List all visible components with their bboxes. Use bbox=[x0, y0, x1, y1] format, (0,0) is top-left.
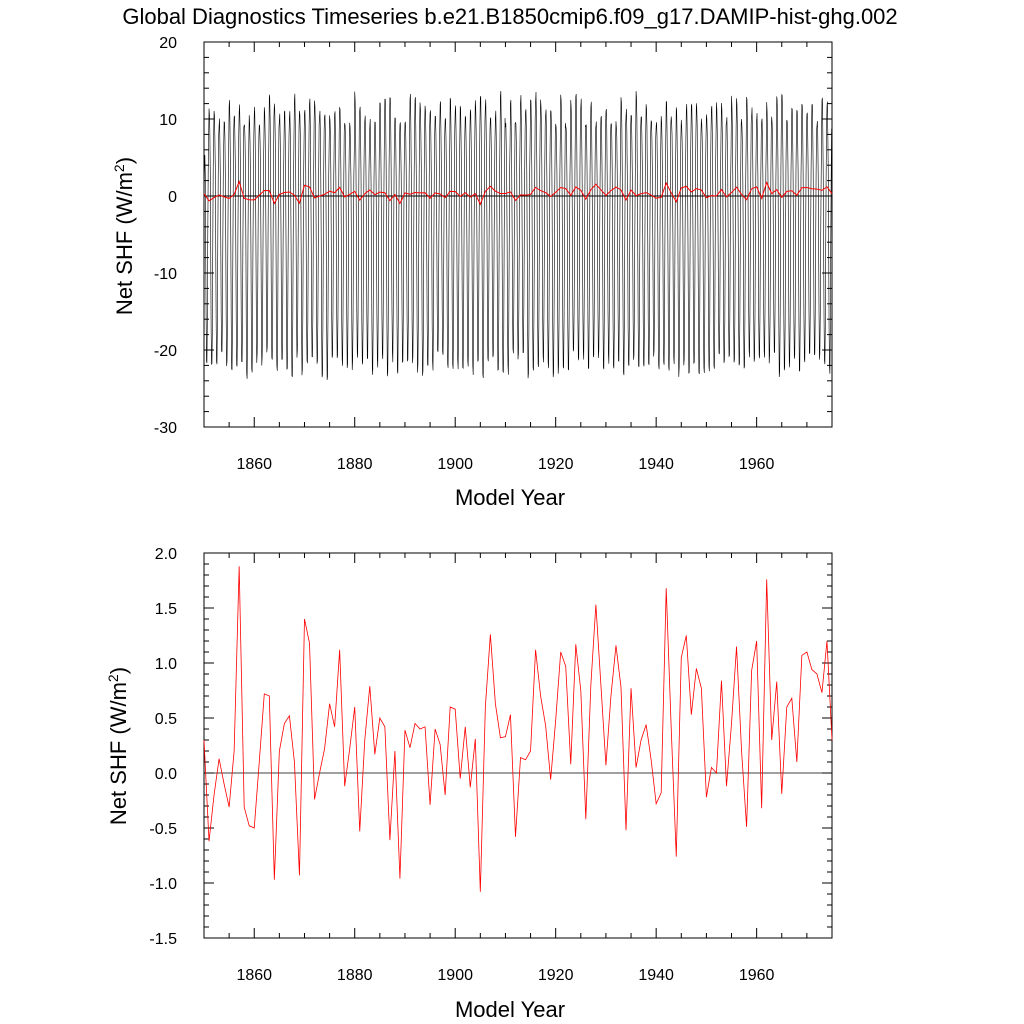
bot-y-tick-label: -1.5 bbox=[149, 931, 177, 948]
bot-x-tick-label: 1920 bbox=[538, 967, 574, 984]
bot-x-tick-label: 1940 bbox=[638, 967, 674, 984]
top-x-tick-label: 1960 bbox=[739, 456, 775, 473]
bot-x-tick-label: 1960 bbox=[739, 967, 775, 984]
figure-title: Global Diagnostics Timeseries b.e21.B185… bbox=[122, 4, 897, 29]
bot-y-tick-label: 2.0 bbox=[155, 546, 177, 563]
top-x-tick-label: 1920 bbox=[538, 456, 574, 473]
top-annual-series-line bbox=[203, 179, 833, 206]
top-y-tick-label: -20 bbox=[154, 343, 177, 360]
bottom-annual-series-line bbox=[203, 566, 833, 892]
bot-x-tick-label: 1860 bbox=[236, 967, 272, 984]
top-y-tick-label: -10 bbox=[154, 266, 177, 283]
top-x-tick-label: 1860 bbox=[236, 456, 272, 473]
top-plot-frame bbox=[203, 41, 833, 428]
bot-y-tick-label: 0.5 bbox=[155, 711, 177, 728]
bottom-x-axis-label: Model Year bbox=[455, 997, 565, 1022]
bottom-ticks bbox=[203, 552, 833, 939]
top-y-axis-label: Net SHF (W/m2) bbox=[111, 157, 137, 315]
top-y-tick-label: 10 bbox=[159, 112, 177, 129]
bottom-plot-frame bbox=[203, 552, 833, 939]
bot-y-tick-label: 1.0 bbox=[155, 656, 177, 673]
top-y-tick-label: 0 bbox=[168, 189, 177, 206]
top-tick-labels: 1860 1880 1900 1920 1940 1960 -30 -20 -10 0 10 20 bbox=[154, 35, 775, 473]
bottom-panel: 1860 1880 1900 1920 1940 1960 -1.5 -1.0 -0.5 0.0 0… bbox=[105, 546, 833, 1022]
top-monthly-series-line bbox=[203, 90, 832, 381]
bot-y-tick-label: 1.5 bbox=[155, 601, 177, 618]
bot-x-tick-label: 1900 bbox=[437, 967, 473, 984]
top-x-tick-label: 1940 bbox=[638, 456, 674, 473]
top-y-tick-label: -30 bbox=[154, 420, 177, 437]
bottom-tick-labels: 1860 1880 1900 1920 1940 1960 -1.5 -1.0 -0.5 0.0 0… bbox=[149, 546, 774, 984]
bot-x-tick-label: 1880 bbox=[337, 967, 373, 984]
top-y-tick-label: 20 bbox=[159, 35, 177, 52]
top-x-axis-label: Model Year bbox=[455, 485, 565, 510]
top-x-tick-label: 1900 bbox=[437, 456, 473, 473]
bot-y-tick-label: -0.5 bbox=[149, 821, 177, 838]
top-panel: 1860 1880 1900 1920 1940 1960 -30 -20 -10 0 10 20 M… bbox=[111, 35, 833, 510]
bot-y-tick-label: -1.0 bbox=[149, 876, 177, 893]
bottom-y-axis-label: Net SHF (W/m2) bbox=[105, 667, 131, 825]
bot-y-tick-label: 0.0 bbox=[155, 766, 177, 783]
top-x-tick-label: 1880 bbox=[337, 456, 373, 473]
